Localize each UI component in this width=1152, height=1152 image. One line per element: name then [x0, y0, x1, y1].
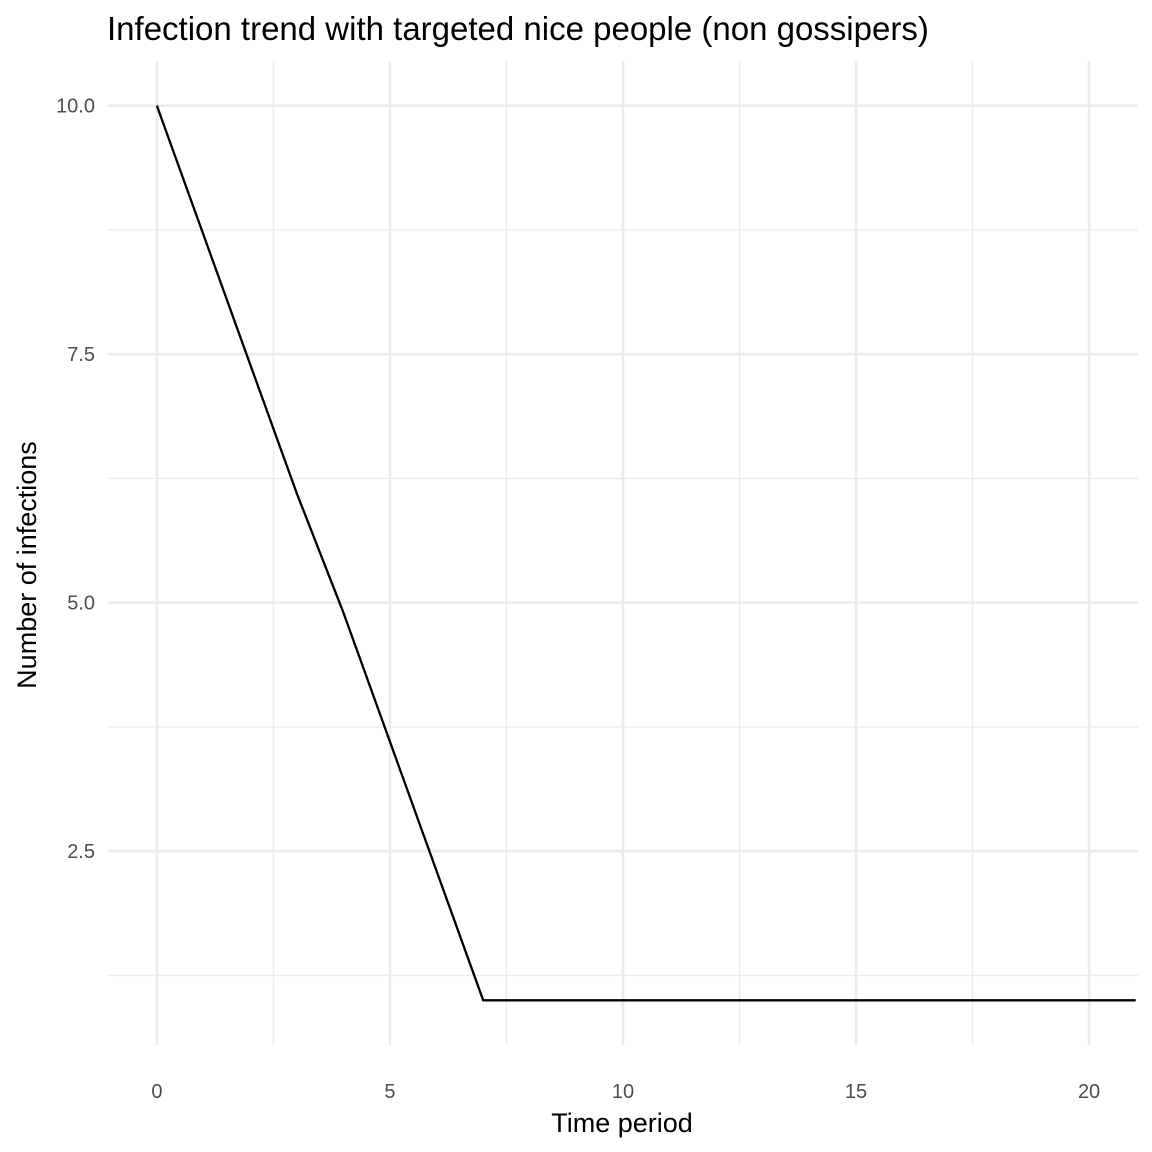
x-tick-label: 10: [612, 1081, 634, 1103]
y-axis-title: Number of infections: [12, 441, 42, 689]
x-tick-labels: 0 5 10 15 20: [151, 1081, 1100, 1103]
y-tick-label: 10.0: [56, 96, 95, 118]
y-tick-labels: 2.5 5.0 7.5 10.0: [56, 96, 95, 863]
x-tick-label: 0: [151, 1081, 162, 1103]
x-axis-title: Time period: [551, 1108, 693, 1138]
major-gridlines-x: [155, 61, 1091, 1045]
y-tick-label: 5.0: [67, 593, 95, 615]
x-tick-label: 15: [845, 1081, 867, 1103]
y-tick-label: 7.5: [67, 344, 95, 366]
series-layer: [155, 105, 1136, 1002]
y-tick-label: 2.5: [67, 841, 95, 863]
chart-title: Infection trend with targeted nice peopl…: [107, 10, 929, 47]
minor-gridlines-x: [272, 61, 974, 1045]
x-tick-label: 5: [384, 1081, 395, 1103]
series-line-0: [155, 105, 1136, 1002]
x-tick-label: 20: [1078, 1081, 1100, 1103]
